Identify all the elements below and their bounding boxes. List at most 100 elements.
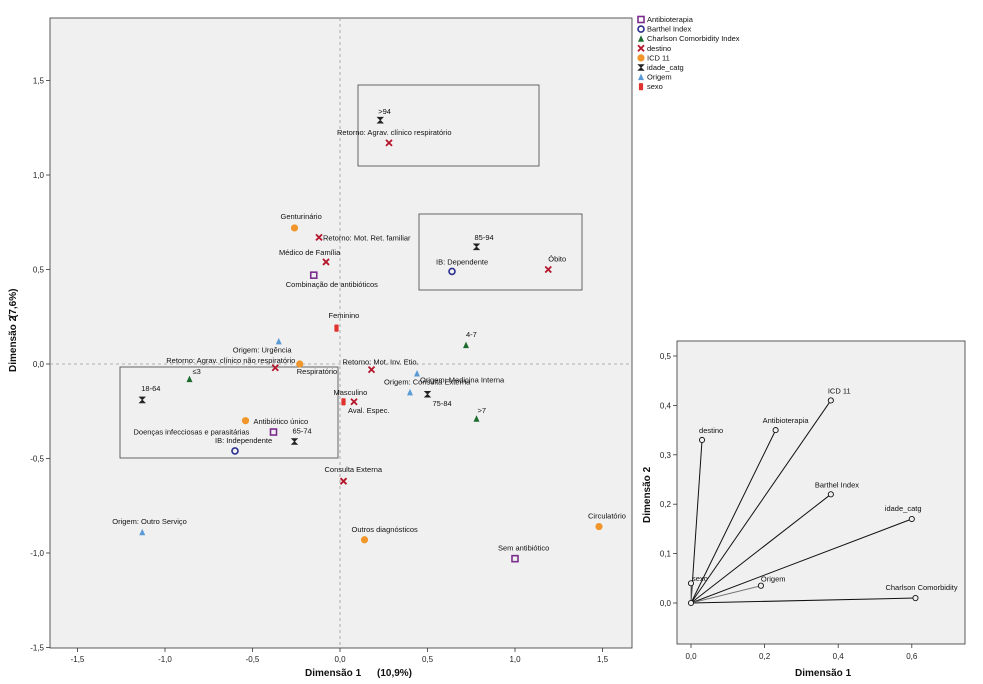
vector-label: Antibioterapia	[763, 416, 810, 425]
point-marker	[350, 398, 358, 406]
inset-y-tick-label: 0,3	[660, 451, 672, 460]
point-label: 4-7	[466, 330, 477, 339]
point-marker	[309, 271, 318, 279]
highlight-box	[119, 366, 339, 459]
point-marker	[407, 388, 413, 396]
point-marker	[339, 477, 348, 485]
inset-x-tick-label: 0,4	[833, 652, 845, 661]
vector-endpoint	[757, 582, 764, 589]
vector-label: destino	[699, 426, 723, 435]
point-label: Masculino	[334, 388, 368, 397]
y-tick-label: 0,5	[33, 266, 45, 275]
vector-endpoint	[827, 397, 834, 404]
point-marker	[334, 324, 339, 332]
y-tick-label: 1,0	[33, 171, 45, 180]
point-label: Aval. Espec.	[348, 406, 390, 415]
legend-swatch	[637, 15, 645, 24]
point-label: Feminino	[329, 311, 360, 320]
inset-x-tick-label: 0,2	[759, 652, 771, 661]
inset-y-tick-label: 0,2	[660, 500, 672, 509]
point-marker	[231, 447, 239, 455]
legend-swatch	[637, 54, 645, 62]
y-tick-label: -1,0	[30, 549, 44, 558]
point-label: Médico de Família	[279, 248, 341, 257]
legend-swatch	[638, 73, 644, 81]
inset-y-axis-title: Dimensão 2	[642, 466, 653, 523]
point-label: Doenças infecciosas e parasitárias	[134, 428, 250, 437]
inset-x-tick-label: 0,6	[906, 652, 918, 661]
vector-endpoint	[698, 436, 706, 444]
legend-swatch	[637, 25, 645, 33]
x-axis-title: Dimensão 1	[305, 668, 362, 679]
y-axis-title: Dimensão 2	[8, 315, 19, 372]
legend-entry: sexo	[647, 82, 663, 91]
point-marker	[385, 139, 393, 147]
point-marker	[186, 375, 193, 383]
highlight-box	[357, 84, 540, 167]
vector-line	[690, 400, 832, 604]
point-label: Genturinário	[281, 212, 322, 221]
point-label: 18-64	[141, 384, 160, 393]
point-marker	[139, 528, 146, 536]
point-label: ≤3	[193, 367, 201, 376]
point-marker	[463, 341, 469, 349]
vector-endpoint	[772, 427, 779, 434]
x-axis-pct: (10,9%)	[377, 668, 412, 679]
point-marker	[472, 243, 481, 251]
inset-x-axis-title: Dimensão 1	[795, 668, 852, 679]
y-axis-pct: (7,6%)	[8, 289, 19, 318]
point-label: Circulatório	[588, 512, 626, 521]
point-label: Sem antibiótico	[498, 544, 549, 553]
point-label: Outros diagnósticos	[352, 525, 419, 534]
point-label: 65-74	[293, 426, 312, 435]
point-marker	[473, 415, 480, 422]
point-label: Consulta Externa	[325, 465, 383, 474]
y-tick-label: 0,0	[33, 360, 45, 369]
point-marker	[290, 224, 299, 232]
legend-swatch	[638, 35, 644, 42]
y-tick-label: 1,5	[33, 77, 45, 86]
legend-entry: idade_catg	[647, 63, 684, 72]
x-tick-label: 0,0	[334, 655, 346, 664]
vector-label: ICD 11	[828, 386, 851, 395]
vector-line	[690, 439, 703, 604]
point-label: IB: Independente	[215, 436, 272, 445]
legend-entry: Charlson Comorbidity Index	[647, 34, 740, 43]
point-label: Respiratório	[297, 367, 337, 376]
legend-swatch	[638, 83, 644, 91]
inset-y-tick-label: 0,5	[660, 352, 672, 361]
vector-line	[690, 518, 912, 604]
point-label: Origem: Medicina Interna	[420, 375, 505, 384]
vector-label: Charlson Comorbidity	[885, 583, 957, 592]
point-label: 75-84	[433, 399, 452, 408]
point-label: IB: Dependente	[436, 257, 488, 266]
vector-endpoint	[687, 580, 695, 587]
x-tick-label: -0,5	[246, 655, 260, 664]
x-tick-label: -1,5	[71, 655, 85, 664]
vector-line	[690, 585, 762, 604]
point-label: >94	[378, 107, 391, 116]
legend-entry: destino	[647, 44, 671, 53]
point-marker	[138, 396, 146, 404]
vector-label: Barthel Index	[815, 480, 859, 489]
vector-line	[690, 429, 777, 604]
y-tick-label: -1,5	[30, 644, 44, 653]
point-label: Óbito	[548, 255, 566, 264]
point-marker	[544, 265, 552, 274]
vector-endpoint	[912, 595, 919, 602]
legend-entry: Origem	[647, 73, 672, 82]
point-label: Origem: Urgência	[233, 345, 293, 354]
main-biplot: -1,5 -1,5 -1,0 -1,0 -0,5 -0,5 0,0 0,0 0,5 0,5 1,0 1…	[8, 17, 633, 679]
vector-label: Origem	[761, 575, 786, 584]
point-label: Retorno: Mot. Inv. Etio.	[343, 358, 419, 367]
point-marker	[296, 360, 304, 368]
point-marker	[322, 258, 330, 266]
point-marker	[448, 267, 456, 276]
inset-y-tick-label: 0,0	[660, 599, 672, 608]
inset-y-tick-label: 0,4	[660, 401, 672, 410]
point-label: Antibiótico único	[254, 417, 309, 426]
point-marker	[367, 366, 376, 374]
point-marker	[315, 233, 323, 242]
